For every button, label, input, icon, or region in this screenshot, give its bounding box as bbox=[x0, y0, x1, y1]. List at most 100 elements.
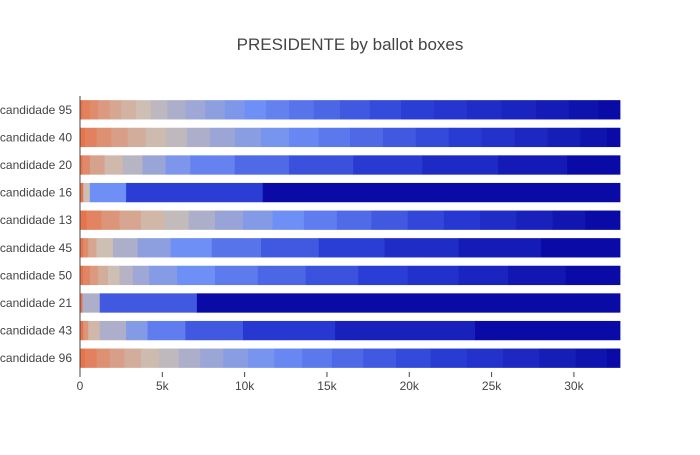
bar-segment[interactable] bbox=[382, 127, 417, 148]
bar-segment[interactable] bbox=[266, 100, 290, 120]
bar-segment[interactable] bbox=[101, 210, 120, 230]
bar-segment[interactable] bbox=[86, 210, 102, 230]
bar-segment[interactable] bbox=[466, 100, 502, 120]
bar-segment[interactable] bbox=[313, 100, 341, 120]
bar-segment[interactable] bbox=[244, 100, 267, 120]
bar-segment[interactable] bbox=[127, 127, 147, 148]
bar-segment[interactable] bbox=[124, 348, 142, 368]
bar-segment[interactable] bbox=[568, 100, 599, 120]
bar-segment[interactable] bbox=[262, 182, 621, 203]
bar-segment[interactable] bbox=[89, 155, 106, 175]
bar-segment[interactable] bbox=[112, 238, 139, 258]
bar-segment[interactable] bbox=[401, 100, 435, 120]
bar-segment[interactable] bbox=[272, 210, 305, 230]
bar-segment[interactable] bbox=[274, 348, 303, 368]
bar-segment[interactable] bbox=[223, 348, 249, 368]
bar-segment[interactable] bbox=[99, 293, 198, 313]
bar-segment[interactable] bbox=[80, 238, 84, 258]
bar-segment[interactable] bbox=[185, 320, 244, 341]
bar-segment[interactable] bbox=[580, 127, 608, 148]
bar-segment[interactable] bbox=[80, 182, 84, 203]
bar-segment[interactable] bbox=[336, 210, 372, 230]
bar-segment[interactable] bbox=[185, 100, 206, 120]
bar-segment[interactable] bbox=[575, 348, 608, 368]
bar-segment[interactable] bbox=[540, 238, 621, 258]
bar-segment[interactable] bbox=[422, 155, 499, 175]
bar-segment[interactable] bbox=[121, 100, 137, 120]
bar-segment[interactable] bbox=[475, 320, 621, 341]
bar-segment[interactable] bbox=[190, 155, 236, 175]
bar-segment[interactable] bbox=[89, 182, 127, 203]
bar-segment[interactable] bbox=[89, 100, 99, 120]
bar-segment[interactable] bbox=[80, 100, 83, 120]
bar-segment[interactable] bbox=[257, 265, 306, 286]
bar-segment[interactable] bbox=[371, 210, 409, 230]
bar-segment[interactable] bbox=[369, 100, 402, 120]
bar-segment[interactable] bbox=[567, 155, 621, 175]
bar-segment[interactable] bbox=[122, 155, 143, 175]
bar-segment[interactable] bbox=[80, 293, 83, 313]
bar-segment[interactable] bbox=[99, 320, 127, 341]
bar-segment[interactable] bbox=[211, 238, 262, 258]
bar-segment[interactable] bbox=[80, 348, 86, 368]
bar-segment[interactable] bbox=[126, 182, 264, 203]
bar-segment[interactable] bbox=[96, 238, 114, 258]
bar-segment[interactable] bbox=[514, 127, 548, 148]
bar-segment[interactable] bbox=[132, 265, 150, 286]
bar-segment[interactable] bbox=[302, 348, 333, 368]
bar-segment[interactable] bbox=[396, 348, 432, 368]
bar-segment[interactable] bbox=[111, 127, 129, 148]
bar-segment[interactable] bbox=[501, 100, 537, 120]
bar-segment[interactable] bbox=[165, 155, 191, 175]
bar-segment[interactable] bbox=[84, 127, 97, 148]
bar-segment[interactable] bbox=[80, 265, 84, 286]
bar-segment[interactable] bbox=[104, 155, 124, 175]
bar-segment[interactable] bbox=[109, 348, 125, 368]
bar-segment[interactable] bbox=[83, 238, 89, 258]
bar-segment[interactable] bbox=[163, 210, 190, 230]
bar-segment[interactable] bbox=[606, 348, 621, 368]
bar-segment[interactable] bbox=[119, 265, 134, 286]
bar-segment[interactable] bbox=[126, 320, 148, 341]
bar-segment[interactable] bbox=[215, 210, 244, 230]
bar-segment[interactable] bbox=[340, 100, 371, 120]
bar-segment[interactable] bbox=[466, 348, 504, 368]
bar-segment[interactable] bbox=[458, 265, 509, 286]
bar-segment[interactable] bbox=[137, 238, 171, 258]
bar-segment[interactable] bbox=[200, 348, 224, 368]
bar-segment[interactable] bbox=[480, 210, 517, 230]
bar-segment[interactable] bbox=[84, 348, 97, 368]
bar-segment[interactable] bbox=[210, 127, 236, 148]
bar-segment[interactable] bbox=[539, 348, 576, 368]
bar-segment[interactable] bbox=[516, 210, 553, 230]
bar-segment[interactable] bbox=[433, 100, 468, 120]
bar-segment[interactable] bbox=[289, 127, 320, 148]
bar-segment[interactable] bbox=[96, 348, 111, 368]
bar-segment[interactable] bbox=[508, 265, 567, 286]
bar-segment[interactable] bbox=[289, 155, 354, 175]
bar-segment[interactable] bbox=[165, 127, 188, 148]
bar-segment[interactable] bbox=[585, 210, 621, 230]
bar-segment[interactable] bbox=[83, 182, 91, 203]
bar-segment[interactable] bbox=[80, 127, 86, 148]
bar-segment[interactable] bbox=[598, 100, 621, 120]
bar-segment[interactable] bbox=[147, 320, 186, 341]
bar-segment[interactable] bbox=[140, 348, 160, 368]
bar-segment[interactable] bbox=[353, 155, 423, 175]
bar-segment[interactable] bbox=[150, 100, 168, 120]
bar-segment[interactable] bbox=[481, 127, 516, 148]
bar-segment[interactable] bbox=[261, 238, 320, 258]
bar-segment[interactable] bbox=[448, 127, 483, 148]
bar-segment[interactable] bbox=[363, 348, 397, 368]
bar-segment[interactable] bbox=[98, 265, 109, 286]
bar-segment[interactable] bbox=[552, 210, 586, 230]
bar-segment[interactable] bbox=[536, 100, 570, 120]
bar-segment[interactable] bbox=[565, 265, 621, 286]
bar-segment[interactable] bbox=[430, 348, 468, 368]
bar-segment[interactable] bbox=[170, 238, 213, 258]
bar-segment[interactable] bbox=[142, 155, 167, 175]
bar-segment[interactable] bbox=[82, 293, 101, 313]
bar-segment[interactable] bbox=[350, 127, 384, 148]
bar-segment[interactable] bbox=[80, 155, 83, 175]
bar-segment[interactable] bbox=[83, 265, 91, 286]
